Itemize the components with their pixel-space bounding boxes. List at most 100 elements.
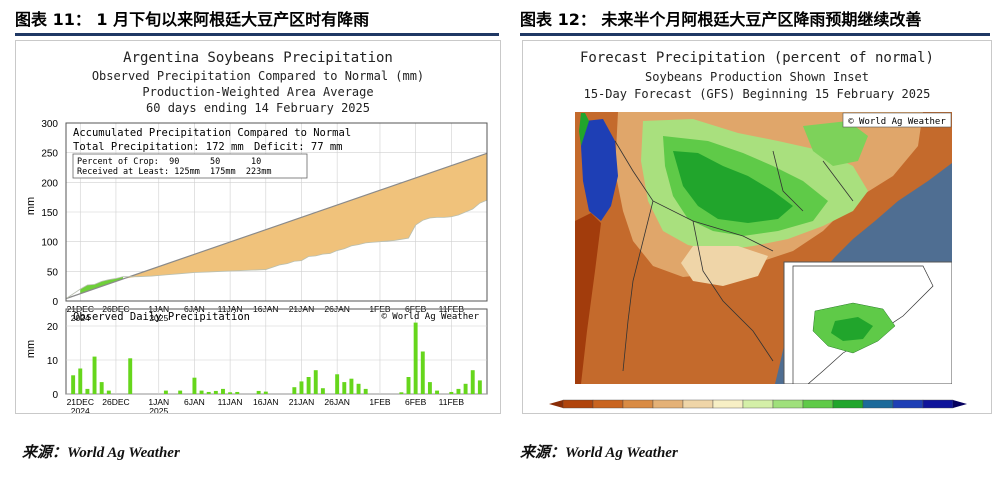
accum-ytick-label: 50 [47,267,59,278]
colorbar-swatch [562,399,594,409]
accum-ytick-label: 300 [41,119,58,130]
map-credit: © World Ag Weather [848,117,946,127]
daily-credit: © World Ag Weather [381,312,479,322]
daily-precip-bar [349,378,354,394]
right-header-line-2: Soybeans Production Shown Inset [645,70,869,84]
daily-precip-bar [206,391,211,394]
map-zone-darkgreen [673,151,793,223]
crop-percent-line: Percent of Crop: 90 50 10 [77,157,261,167]
daily-precip-bar [463,383,468,394]
daily-precip-bar [356,383,361,394]
left-figure-title: 图表 11： 1 月下旬以来阿根廷大豆产区时有降雨 [15,10,370,29]
daily-precip-bar [292,387,297,394]
daily-precip-bar [221,388,225,394]
daily-precip-bar [228,392,233,394]
colorbar-swatch [592,399,624,409]
daily-xtick-label: 6FEB [405,397,427,407]
daily-precip-bar [263,391,268,394]
daily-precip-bar [99,382,104,394]
colorbar-swatch [712,399,744,409]
colorbar-swatch [832,399,864,409]
accum-ytick-label: 200 [41,178,58,189]
right-title-rule [520,33,990,36]
daily-precip-bar [435,390,440,394]
normal-line [65,152,488,300]
map-zone-east-green [803,121,868,166]
colorbar-right-arrow [953,400,967,408]
daily-precip-bar [420,351,425,394]
daily-xtick-sublabel: 2024 [71,406,90,413]
colorbar-swatch [682,399,714,409]
daily-precip-bar [163,390,168,394]
daily-precip-bar [477,380,482,394]
left-title-rule [15,33,499,36]
colorbar-swatch [922,399,954,409]
daily-precip-bar [106,390,111,394]
daily-ylabel: mm [25,340,37,358]
map-zone-pale [681,246,768,286]
right-source: 来源：World Ag Weather [520,445,678,461]
accum-ytick-label: 250 [41,149,58,160]
map-borders [614,140,854,372]
inset-soy-core [831,317,873,341]
daily-precip-bar [342,382,347,394]
deficit-label: Deficit: 77 mm [254,141,343,153]
observed-line [65,199,488,299]
daily-xtick-sublabel: 2025 [149,406,168,413]
daily-precip-bar [313,370,318,394]
daily-precip-bar [427,382,432,394]
colorbar-swatch [742,399,774,409]
daily-ytick-label: 0 [52,390,58,401]
colorbar-swatch [622,399,654,409]
daily-xtick-label: 16JAN [253,397,279,407]
daily-precip-bar [199,390,204,394]
daily-xtick-label: 11JAN [218,397,243,407]
daily-precip-bar [470,370,475,394]
map-andes-blue [581,119,618,221]
right-header-line-1: Forecast Precipitation (percent of norma… [579,50,934,66]
daily-xtick-label: 26JAN [324,397,350,407]
daily-precip-bar [178,390,183,394]
daily-precip-bar [213,390,218,394]
colorbar-swatch [652,399,684,409]
colorbar-left-arrow [549,400,563,408]
daily-xtick-label: 26DEC [102,397,129,407]
colorbar-swatch [802,399,834,409]
daily-xtick-label: 1FEB [369,397,391,407]
left-header-line-4: 60 days ending 14 February 2025 [146,101,370,115]
accum-ytick-label: 100 [41,238,58,249]
left-source: 来源：World Ag Weather [22,445,180,461]
left-header-line-3: Production-Weighted Area Average [142,85,374,99]
daily-precip-bar [320,388,325,394]
crop-percent-box [72,153,308,179]
left-chart-panel: Argentina Soybeans Precipitation Observe… [15,40,501,414]
daily-box-title: Observed Daily Precipitation [73,311,250,323]
daily-ytick-label: 10 [47,356,59,367]
daily-xtick-label: 11FEB [439,397,465,407]
daily-xtick-label: 6JAN [184,397,205,407]
accum-ytick-label: 0 [52,297,58,308]
right-header-line-3: 15-Day Forecast (GFS) Beginning 15 Febru… [583,87,931,101]
daily-precip-bar [306,377,311,394]
right-map-panel: Forecast Precipitation (percent of norma… [522,40,992,414]
left-header-line-2: Observed Precipitation Compared to Norma… [91,69,425,83]
daily-precip-bar [92,356,97,394]
left-header-line-1: Argentina Soybeans Precipitation [123,50,393,66]
daily-xtick-label: 1JAN [148,397,169,407]
colorbar-swatch [862,399,894,409]
daily-precip-bar [335,374,340,394]
map-andes-green [579,113,589,146]
daily-precip-bar [363,388,368,394]
daily-precip-bar [235,391,240,394]
daily-precip-bar [406,377,411,394]
daily-precip-bar [456,388,461,394]
accum-ytick-label: 150 [41,208,58,219]
accumulated-box-title: Accumulated Precipitation Compared to No… [73,127,351,139]
map-chile-strip [575,213,601,384]
crop-received-line: Received at Least: 125mm 175mm 223mm [77,167,271,177]
daily-precip-bar [299,381,304,394]
map-credit-box [842,112,952,128]
daily-precip-bar [256,390,261,394]
daily-xtick-label: 21DEC [67,397,94,407]
